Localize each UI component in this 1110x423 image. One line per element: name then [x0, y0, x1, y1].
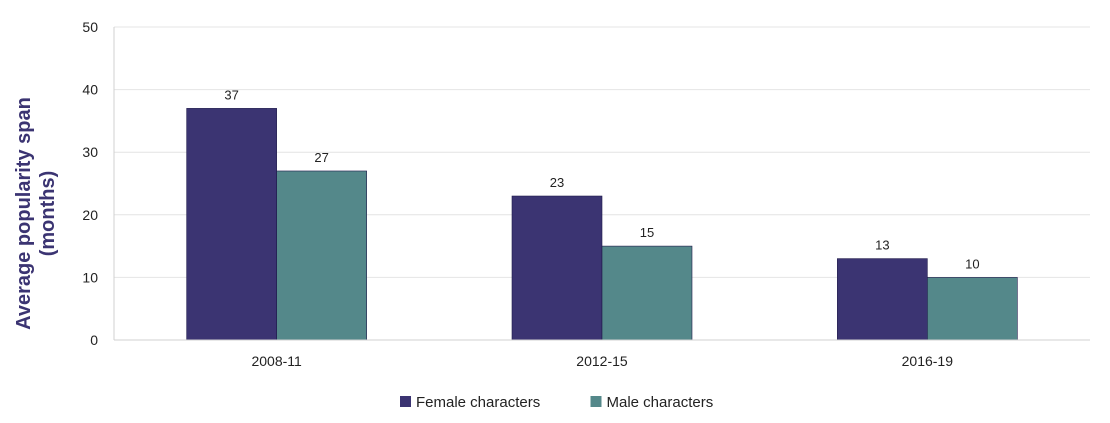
- y-tick-label: 40: [82, 82, 98, 98]
- bar: [186, 108, 277, 341]
- y-axis: 0 10 20 30 40 50: [82, 19, 115, 348]
- bars: 37 27 23 15 13 10: [186, 87, 1018, 341]
- y-axis-title: Average popularity span (months): [13, 97, 59, 330]
- data-label: 13: [875, 238, 889, 253]
- y-axis-title-line: Average popularity span: [13, 97, 35, 330]
- data-label: 15: [640, 225, 654, 240]
- y-axis-title-line: (months): [37, 171, 59, 257]
- data-label: 37: [224, 87, 238, 102]
- y-tick-label: 10: [82, 269, 98, 285]
- data-label: 27: [314, 150, 328, 165]
- data-label: 23: [550, 175, 564, 190]
- x-axis: 2008-11 2012-15 2016-19: [114, 339, 1090, 369]
- x-tick-label: 2016-19: [902, 353, 954, 369]
- legend-label: Male characters: [607, 394, 714, 411]
- bar: [837, 258, 928, 341]
- bar: [601, 245, 693, 341]
- x-tick-label: 2012-15: [576, 353, 628, 369]
- y-tick-label: 20: [82, 207, 98, 223]
- legend: Female characters Male characters: [400, 394, 713, 411]
- legend-swatch: [400, 396, 411, 407]
- y-tick-label: 30: [82, 144, 98, 160]
- legend-label: Female characters: [416, 394, 540, 411]
- y-tick-label: 50: [82, 19, 98, 35]
- bar: [927, 277, 1018, 341]
- x-tick-label: 2008-11: [251, 353, 302, 369]
- bar: [511, 195, 603, 341]
- y-tick-label: 0: [90, 332, 98, 348]
- bar: [276, 170, 367, 341]
- data-label: 10: [965, 256, 979, 271]
- legend-swatch: [590, 396, 602, 407]
